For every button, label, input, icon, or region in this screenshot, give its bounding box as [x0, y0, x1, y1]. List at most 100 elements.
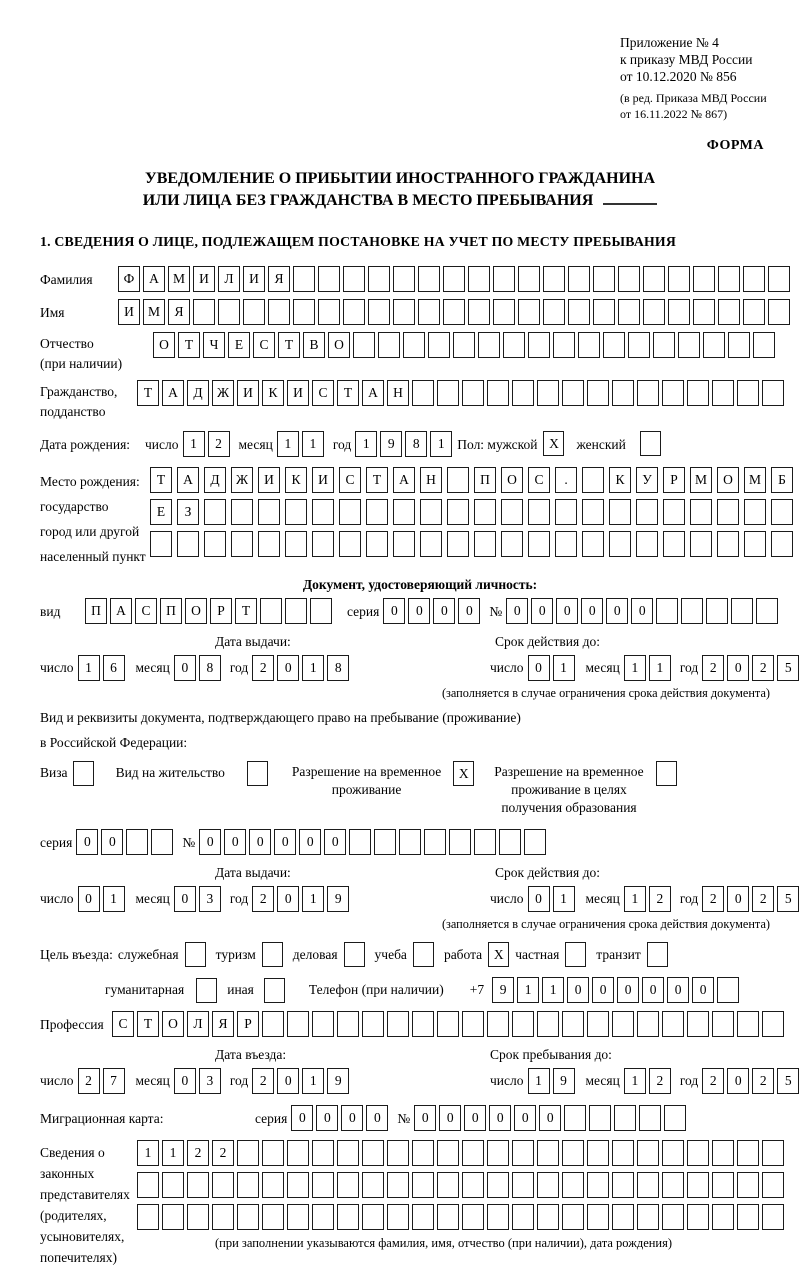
char-box[interactable]: У [636, 467, 658, 493]
char-box[interactable] [447, 467, 469, 493]
char-box[interactable] [243, 299, 265, 325]
char-box[interactable]: Л [187, 1011, 209, 1037]
char-box[interactable] [562, 1140, 584, 1166]
char-box[interactable] [609, 499, 631, 525]
char-box[interactable]: 3 [198, 886, 221, 912]
char-box[interactable] [712, 1140, 734, 1166]
char-box[interactable]: 5 [777, 886, 800, 912]
char-box[interactable] [387, 1204, 409, 1230]
char-box[interactable] [562, 380, 584, 406]
char-box[interactable]: 0 [631, 598, 654, 624]
char-box[interactable] [609, 531, 631, 557]
char-box[interactable] [528, 499, 550, 525]
char-box[interactable] [318, 299, 340, 325]
char-box[interactable] [568, 299, 590, 325]
char-box[interactable]: 1 [552, 655, 575, 681]
char-box[interactable] [437, 1204, 459, 1230]
char-box[interactable]: 0 [101, 829, 124, 855]
char-box[interactable] [420, 531, 442, 557]
char-box[interactable] [462, 1011, 484, 1037]
char-box[interactable]: Р [663, 467, 685, 493]
char-box[interactable]: 9 [552, 1068, 575, 1094]
char-box[interactable]: О [501, 467, 523, 493]
char-box[interactable] [339, 531, 361, 557]
char-box[interactable]: И [118, 299, 140, 325]
char-box[interactable] [537, 1172, 559, 1198]
char-box[interactable] [428, 332, 450, 358]
char-box[interactable] [637, 1172, 659, 1198]
char-box[interactable]: 0 [383, 598, 406, 624]
char-box[interactable] [728, 332, 750, 358]
char-box[interactable] [564, 1105, 587, 1131]
char-box[interactable]: 0 [76, 829, 99, 855]
char-box[interactable] [403, 332, 425, 358]
char-box[interactable] [437, 1172, 459, 1198]
char-box[interactable] [771, 499, 793, 525]
char-box[interactable]: Л [218, 266, 240, 292]
char-box[interactable] [637, 380, 659, 406]
char-box[interactable] [512, 1204, 534, 1230]
char-box[interactable]: 0 [277, 886, 300, 912]
char-box[interactable] [712, 1011, 734, 1037]
char-box[interactable]: Д [204, 467, 226, 493]
char-box[interactable]: 1 [623, 655, 646, 681]
char-box[interactable] [262, 1140, 284, 1166]
char-box[interactable]: 7 [102, 1068, 125, 1094]
char-box[interactable] [587, 1140, 609, 1166]
char-box[interactable]: Н [387, 380, 409, 406]
char-box[interactable]: Е [228, 332, 250, 358]
char-box[interactable]: 1 [162, 1140, 184, 1166]
char-box[interactable] [743, 266, 765, 292]
char-box[interactable]: 2 [752, 1068, 775, 1094]
char-box[interactable] [260, 598, 282, 624]
char-box[interactable] [437, 1011, 459, 1037]
char-box[interactable]: 0 [592, 977, 615, 1003]
char-box[interactable] [187, 1204, 209, 1230]
char-box[interactable] [589, 1105, 612, 1131]
char-box[interactable] [312, 531, 334, 557]
char-box[interactable]: 8 [198, 655, 221, 681]
char-box[interactable]: Т [137, 380, 159, 406]
char-box[interactable] [343, 266, 365, 292]
char-box[interactable]: С [135, 598, 157, 624]
char-box[interactable]: 0 [727, 1068, 750, 1094]
char-box[interactable] [643, 299, 665, 325]
char-box[interactable] [478, 332, 500, 358]
char-box[interactable]: К [609, 467, 631, 493]
char-box[interactable] [501, 499, 523, 525]
char-box[interactable]: А [110, 598, 132, 624]
char-box[interactable]: 1 [527, 1068, 550, 1094]
char-box[interactable] [387, 1140, 409, 1166]
char-box[interactable]: 0 [173, 1068, 196, 1094]
char-box[interactable] [668, 299, 690, 325]
char-box[interactable] [318, 266, 340, 292]
char-box[interactable]: 2 [702, 655, 725, 681]
char-box[interactable] [468, 266, 490, 292]
char-box[interactable] [637, 1011, 659, 1037]
char-box[interactable] [137, 1172, 159, 1198]
char-box[interactable] [378, 332, 400, 358]
char-box[interactable] [762, 1140, 784, 1166]
char-box[interactable] [387, 1011, 409, 1037]
visa-checkbox[interactable] [72, 761, 94, 786]
char-box[interactable]: 1 [355, 431, 378, 457]
char-box[interactable]: Б [771, 467, 793, 493]
char-box[interactable] [603, 332, 625, 358]
char-box[interactable]: 9 [492, 977, 515, 1003]
char-box[interactable] [628, 332, 650, 358]
char-box[interactable] [262, 1011, 284, 1037]
char-box[interactable] [528, 332, 550, 358]
char-box[interactable]: Ж [231, 467, 253, 493]
char-box[interactable]: 2 [648, 886, 671, 912]
char-box[interactable]: 2 [252, 1068, 275, 1094]
char-box[interactable]: 1 [182, 431, 205, 457]
char-box[interactable]: 0 [527, 655, 550, 681]
char-box[interactable]: 9 [380, 431, 403, 457]
char-box[interactable] [737, 1172, 759, 1198]
char-box[interactable] [287, 1011, 309, 1037]
char-box[interactable]: А [177, 467, 199, 493]
char-box[interactable]: 0 [173, 655, 196, 681]
char-box[interactable]: 0 [408, 598, 431, 624]
char-box[interactable] [487, 1140, 509, 1166]
char-box[interactable] [368, 299, 390, 325]
